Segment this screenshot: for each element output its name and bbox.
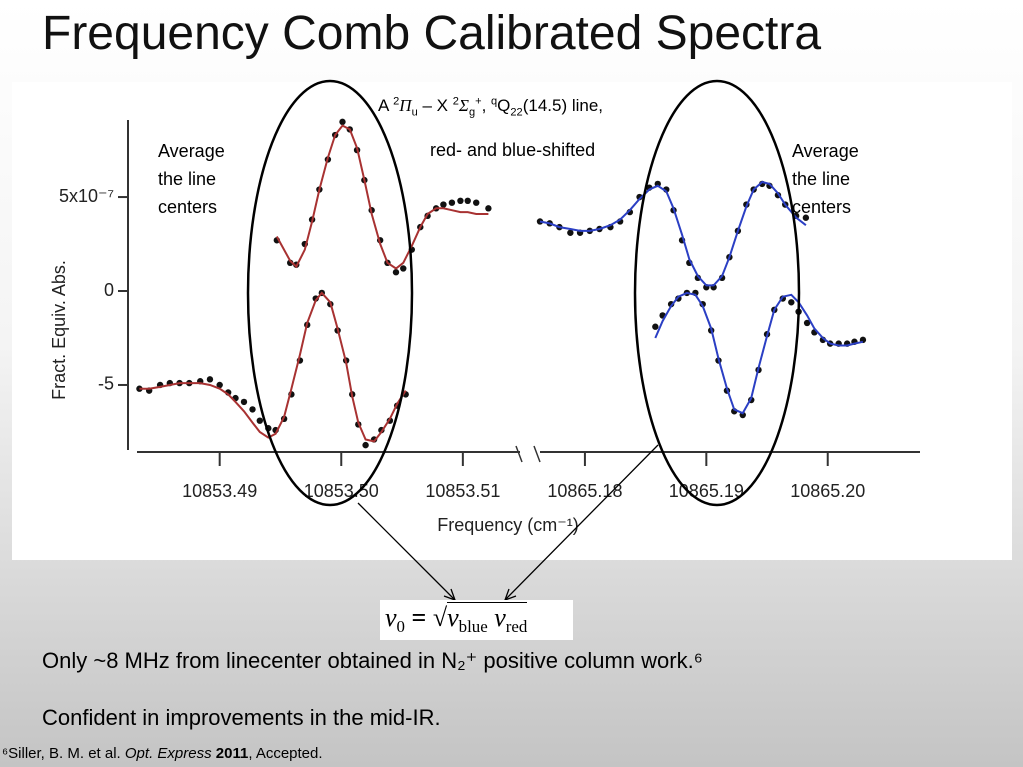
chart-subtitle: red- and blue-shifted [430, 140, 596, 160]
data-point [392, 269, 400, 276]
data-point [256, 417, 264, 424]
bullet: Confident in improvements in the mid-IR. [42, 705, 441, 730]
data-point [803, 319, 811, 327]
data-point [788, 299, 795, 306]
data-point [694, 274, 702, 282]
x-tick-label: 10865.19 [669, 481, 744, 501]
bullet: Only ~8 MHz from linecenter obtained in … [42, 648, 703, 673]
fit-line [654, 291, 864, 415]
data-point [718, 274, 726, 282]
y-tick-label: 0 [104, 280, 114, 300]
annotation: Average the line centers [158, 141, 225, 217]
formula-box [380, 600, 573, 640]
fit-line [539, 180, 807, 287]
x-axis-label: Frequency (cm⁻¹) [437, 515, 579, 535]
formula: ν0 = √νblue νred [385, 602, 528, 637]
data-point [652, 323, 659, 330]
highlight-ellipses [246, 79, 801, 507]
data-point [536, 218, 544, 225]
y-tick-label: 5x10⁻⁷ [59, 186, 114, 206]
x-tick-label: 10853.50 [304, 481, 379, 501]
x-tick-label: 10853.51 [425, 481, 500, 501]
y-tick-label: -5 [98, 374, 114, 394]
slide-title: Frequency Comb Calibrated Spectra [42, 7, 822, 60]
data-point [464, 197, 471, 205]
data-point [249, 406, 256, 413]
annotation: Average the line centers [792, 141, 859, 217]
data-point [339, 118, 346, 126]
fit-line [139, 291, 407, 443]
data-point [240, 398, 248, 406]
data-point [206, 376, 214, 383]
x-tick-label: 10865.18 [547, 481, 622, 501]
footnote: ⁶Siller, B. M. et al. Opt. Express 2011,… [2, 745, 323, 762]
data-point [216, 381, 223, 389]
data-point [473, 199, 480, 206]
data-point [567, 229, 574, 236]
data-point [400, 265, 407, 272]
data-point [448, 199, 456, 206]
data-point [485, 205, 492, 212]
data-point [802, 214, 810, 221]
chart-title: A 2Πu – X 2Σg+, qQ22(14.5) line, [378, 95, 604, 119]
data-point [362, 441, 369, 449]
chart-background [12, 82, 1012, 560]
fit-line [275, 124, 489, 270]
data-point [457, 197, 464, 205]
axis-break [515, 445, 541, 463]
y-axis-label: Fract. Equiv. Abs. [49, 260, 69, 400]
x-tick-label: 10853.49 [182, 481, 257, 501]
x-tick-label: 10865.20 [790, 481, 865, 501]
data-point [440, 201, 447, 208]
